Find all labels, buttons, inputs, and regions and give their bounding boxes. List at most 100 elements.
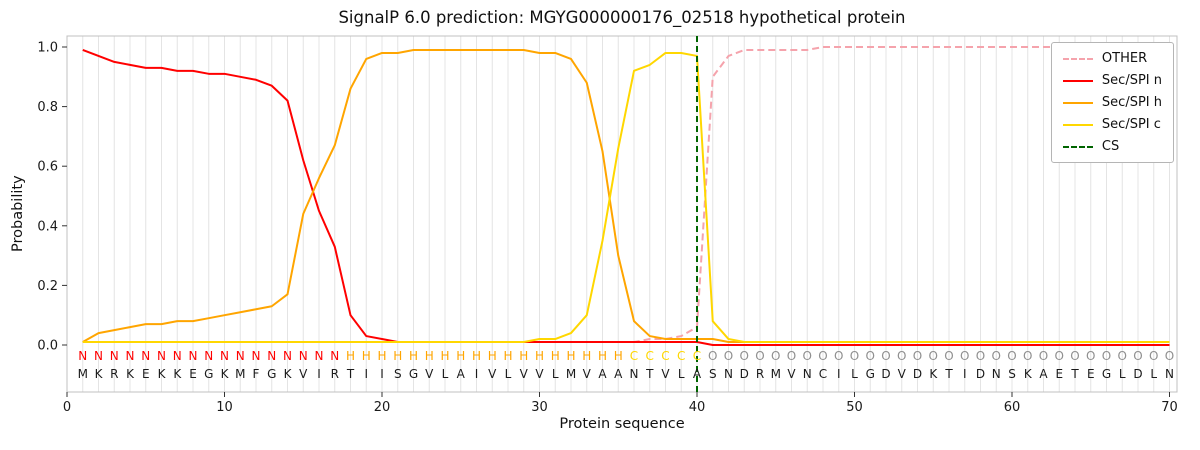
region-label: O: [1007, 349, 1016, 363]
region-label: O: [866, 349, 875, 363]
residue-label: N: [630, 367, 639, 381]
region-label: N: [94, 349, 103, 363]
residue-label: G: [204, 367, 213, 381]
region-label: O: [818, 349, 827, 363]
residue-label: K: [929, 367, 938, 381]
residue-label: E: [189, 367, 197, 381]
region-label: N: [141, 349, 150, 363]
residue-label: S: [1008, 367, 1016, 381]
residue-label: K: [1024, 367, 1033, 381]
residue-label: L: [1150, 367, 1157, 381]
region-label: O: [929, 349, 938, 363]
region-label: O: [897, 349, 906, 363]
legend-item-sec-spi-c: Sec/SPI c: [1062, 117, 1162, 132]
residue-label: K: [284, 367, 293, 381]
region-label: O: [1133, 349, 1142, 363]
y-tick-label: 0.0: [37, 339, 58, 354]
region-label: H: [472, 349, 481, 363]
region-label: O: [1102, 349, 1111, 363]
residue-label: I: [317, 367, 321, 381]
residue-label: I: [837, 367, 841, 381]
legend-item-other: OTHER: [1062, 51, 1162, 66]
residue-label: A: [693, 367, 702, 381]
legend-label-sec-spi-h: Sec/SPI h: [1101, 95, 1162, 110]
region-label: H: [488, 349, 497, 363]
residue-label: G: [1102, 367, 1111, 381]
region-label: O: [724, 349, 733, 363]
region-label: N: [78, 349, 87, 363]
residue-label: L: [442, 367, 449, 381]
residue-label: G: [409, 367, 418, 381]
region-label: O: [1165, 349, 1174, 363]
residue-label: T: [645, 367, 654, 381]
residue-label: E: [142, 367, 150, 381]
region-label: C: [677, 349, 685, 363]
region-label: H: [346, 349, 355, 363]
region-label: N: [330, 349, 339, 363]
region-label: N: [252, 349, 261, 363]
region-label: O: [803, 349, 812, 363]
series-sec-spi-c: [82, 51, 1170, 344]
residue-label: K: [95, 367, 104, 381]
region-label: O: [1086, 349, 1095, 363]
region-label: N: [157, 349, 166, 363]
region-label: H: [409, 349, 418, 363]
region-label: O: [1023, 349, 1032, 363]
region-label: O: [755, 349, 764, 363]
region-label: O: [708, 349, 717, 363]
legend-line-cs: [1062, 145, 1093, 148]
region-label: N: [315, 349, 324, 363]
residue-label: D: [913, 367, 922, 381]
legend: OTHER Sec/SPI n Sec/SPI h Sec/SPI c CS: [1050, 42, 1174, 163]
legend-label-cs: CS: [1101, 139, 1120, 154]
region-label: O: [787, 349, 796, 363]
region-label: H: [503, 349, 512, 363]
residue-label: V: [520, 367, 529, 381]
region-label: H: [614, 349, 623, 363]
residue-label: T: [346, 367, 355, 381]
residue-label: D: [976, 367, 985, 381]
residue-label: I: [963, 367, 967, 381]
region-label: O: [992, 349, 1001, 363]
region-label: N: [283, 349, 292, 363]
x-tick-label: 30: [531, 400, 548, 415]
x-tick-label: 50: [846, 400, 863, 415]
legend-line-sec-spi-c: [1062, 123, 1093, 126]
region-label: O: [850, 349, 859, 363]
residue-label: L: [678, 367, 685, 381]
region-label: O: [1055, 349, 1064, 363]
region-label: C: [646, 349, 654, 363]
region-label: N: [299, 349, 308, 363]
region-label: O: [771, 349, 780, 363]
region-label: H: [535, 349, 544, 363]
residue-label: A: [614, 367, 623, 381]
region-label: O: [1070, 349, 1079, 363]
region-label: N: [126, 349, 135, 363]
region-label: O: [881, 349, 890, 363]
x-tick-label: 60: [1004, 400, 1021, 415]
x-axis-label: Protein sequence: [559, 416, 685, 432]
residue-label: V: [583, 367, 592, 381]
residue-label: T: [944, 367, 953, 381]
residue-label: R: [331, 367, 339, 381]
region-label: O: [1149, 349, 1158, 363]
residue-label: E: [1055, 367, 1063, 381]
residue-label: T: [1070, 367, 1079, 381]
region-label: O: [976, 349, 985, 363]
region-label: H: [362, 349, 371, 363]
residue-label: V: [488, 367, 497, 381]
y-tick-label: 0.4: [37, 219, 58, 234]
plot-frame: [66, 35, 1178, 393]
residue-label: M: [771, 367, 781, 381]
residue-label: D: [881, 367, 890, 381]
residue-label: A: [598, 367, 607, 381]
residue-label: K: [158, 367, 167, 381]
legend-item-sec-spi-n: Sec/SPI n: [1062, 73, 1162, 88]
series-sec-spi-h: [82, 48, 1170, 344]
residue-label: L: [505, 367, 512, 381]
residue-label: A: [1039, 367, 1048, 381]
residue-label: R: [110, 367, 118, 381]
legend-item-cs: CS: [1062, 139, 1162, 154]
